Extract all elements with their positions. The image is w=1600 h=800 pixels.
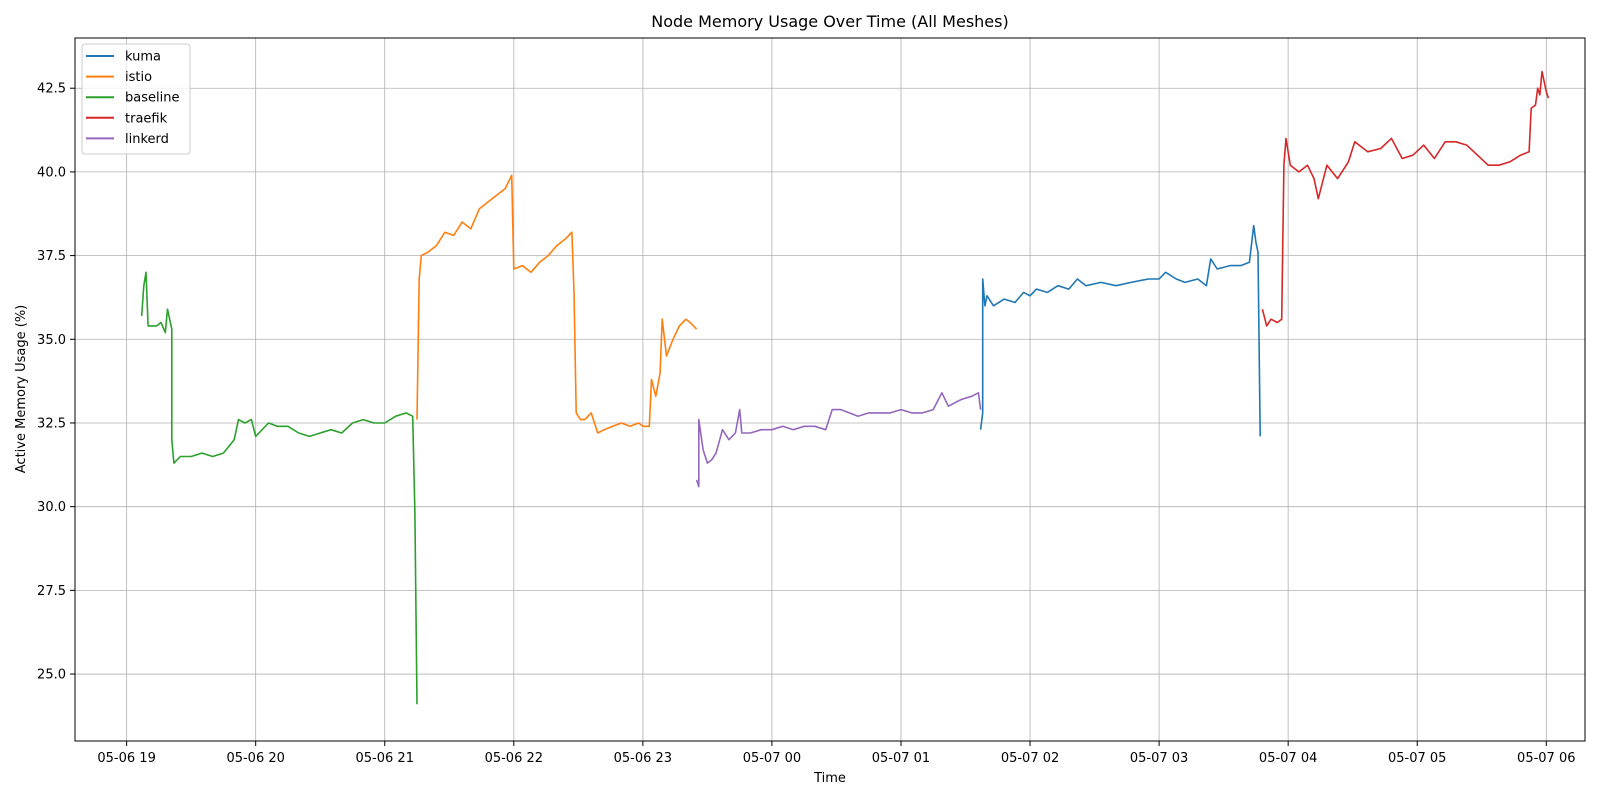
- x-tick-label: 05-06 19: [97, 751, 155, 766]
- y-tick-label: 27.5: [37, 584, 66, 599]
- chart-title: Node Memory Usage Over Time (All Meshes): [651, 12, 1008, 31]
- x-tick-label: 05-06 22: [485, 751, 543, 766]
- y-tick-label: 37.5: [37, 249, 66, 264]
- legend-box: [81, 43, 191, 155]
- y-tick-label: 30.0: [37, 500, 66, 515]
- x-tick-label: 05-07 00: [743, 751, 801, 766]
- grid-lines: [75, 38, 1585, 741]
- y-tick-label: 25.0: [37, 668, 66, 683]
- plot-frame: [74, 37, 1586, 742]
- x-tick-label: 05-06 23: [614, 751, 672, 766]
- legend-label-traefik: traefik: [125, 111, 168, 126]
- x-tick-label: 05-07 02: [1001, 751, 1059, 766]
- series-line-kuma: [979, 224, 1261, 437]
- y-axis-label: Active Memory Usage (%): [14, 305, 29, 473]
- y-tick-label: 35.0: [37, 333, 66, 348]
- x-axis-label: Time: [813, 771, 846, 786]
- legend-label-kuma: kuma: [125, 50, 161, 65]
- series-line-traefik: [1261, 70, 1550, 327]
- x-tick-label: 05-07 06: [1517, 751, 1575, 766]
- legend-label-baseline: baseline: [125, 91, 179, 106]
- y-tick-label: 32.5: [37, 416, 66, 431]
- legend: kuma istio baseline traefik linkerd: [81, 43, 191, 155]
- series-line-linkerd: [695, 391, 982, 488]
- series-line-istio: [416, 174, 698, 434]
- x-axis-ticks: 05-06 19 05-06 20 05-06 21 05-06 22 05-06 23…: [97, 741, 1576, 766]
- legend-label-linkerd: linkerd: [125, 132, 169, 147]
- x-tick-label: 05-07 03: [1130, 751, 1188, 766]
- x-tick-label: 05-07 04: [1259, 751, 1317, 766]
- x-tick-label: 05-07 01: [872, 751, 930, 766]
- y-axis-ticks: 25.0 27.5 30.0 32.5 35.0 37.5 40.0 42.5: [37, 82, 75, 683]
- y-tick-label: 40.0: [37, 165, 66, 180]
- series-line-baseline: [140, 271, 418, 705]
- x-tick-label: 05-06 21: [356, 751, 414, 766]
- series-lines: [140, 70, 1550, 705]
- x-tick-label: 05-07 05: [1388, 751, 1446, 766]
- y-tick-label: 42.5: [37, 82, 66, 97]
- legend-label-istio: istio: [125, 70, 152, 85]
- x-tick-label: 05-06 20: [226, 751, 284, 766]
